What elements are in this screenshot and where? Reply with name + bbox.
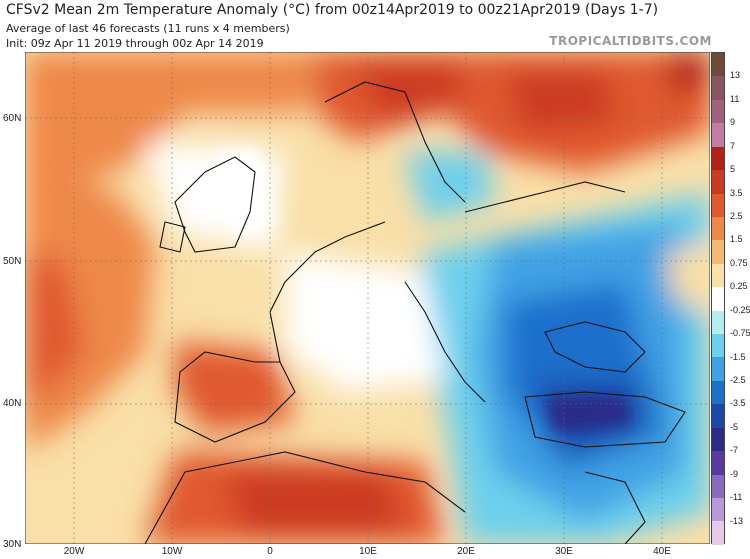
lon-label-10w: 10W [161,546,183,557]
colorbar-segment [712,404,724,428]
colorbar-tick-label: 13 [730,70,741,81]
colorbar-tick-label: 0.25 [730,281,748,292]
colorbar-tick-label: 7 [730,140,736,151]
colorbar-segment [712,287,724,311]
colorbar-segment [712,451,724,475]
lon-label-10e: 10E [359,546,377,557]
colorbar-segment [712,193,724,217]
colorbar-tick-label: 2.5 [730,211,743,221]
lat-label-50n: 50N [3,256,22,267]
colorbar-tick-label: -0.75 [730,328,750,339]
lon-label-30e: 30E [555,546,573,557]
lat-label-60n: 60N [3,113,22,124]
colorbar-tick-label: -2.5 [730,375,746,385]
colorbar-segment [712,53,724,77]
colorbar-tick-label: 9 [730,117,736,128]
lat-label-30n: 30N [3,539,22,550]
colorbar-tick-label: 11 [730,93,740,104]
lon-label-20e: 20E [457,546,475,557]
init-time: Init: 09z Apr 11 2019 through 00z Apr 14… [6,37,264,50]
temperature-anomaly-map [25,52,710,544]
colorbar-tick-label: 3.5 [730,187,743,198]
colorbar-segment [712,357,724,381]
colorbar-tick-label: -11 [730,492,743,503]
colorbar-segment [712,427,724,452]
colorbar-segment [712,146,724,171]
colorbar-tick-label: 5 [730,164,736,175]
colorbar-tick-label: -3.5 [730,398,746,409]
colorbar-segment [712,310,724,335]
colorbar-segment [712,474,724,499]
colorbar-tick-label: -9 [730,468,739,479]
colorbar-tick-label: 1.5 [730,234,743,245]
lon-label-20w: 20W [63,546,85,557]
colorbar-segment [712,380,724,405]
colorbar-segment [712,216,724,241]
colorbar-tick-label: -1.5 [730,351,746,362]
colorbar-tick-label: 0.75 [730,257,748,268]
colorbar-segment [712,521,724,545]
colorbar-tick-label: -13 [730,515,744,526]
map-subtitle: Average of last 46 forecasts (11 runs x … [6,22,290,35]
colorbar-segment [712,99,724,124]
colorbar-segment [712,240,724,264]
colorbar-segment [712,334,724,358]
brand-watermark: TROPICALTIDBITS.COM [549,34,712,48]
map-title: CFSv2 Mean 2m Temperature Anomaly (°C) f… [6,2,659,18]
colorbar-segment [712,76,724,100]
lon-label-0: 0 [267,546,273,557]
colorbar-tick-label: -0.25 [730,304,750,315]
colorbar-segment [712,123,724,147]
colorbar-segment [712,263,724,288]
colorbar [711,52,725,545]
colorbar-segment [712,498,724,522]
colorbar-tick-label: -5 [730,421,739,432]
lon-label-40e: 40E [653,546,671,557]
colorbar-tick-label: -7 [730,445,739,456]
lat-label-40n: 40N [3,398,22,409]
colorbar-segment [712,170,724,194]
